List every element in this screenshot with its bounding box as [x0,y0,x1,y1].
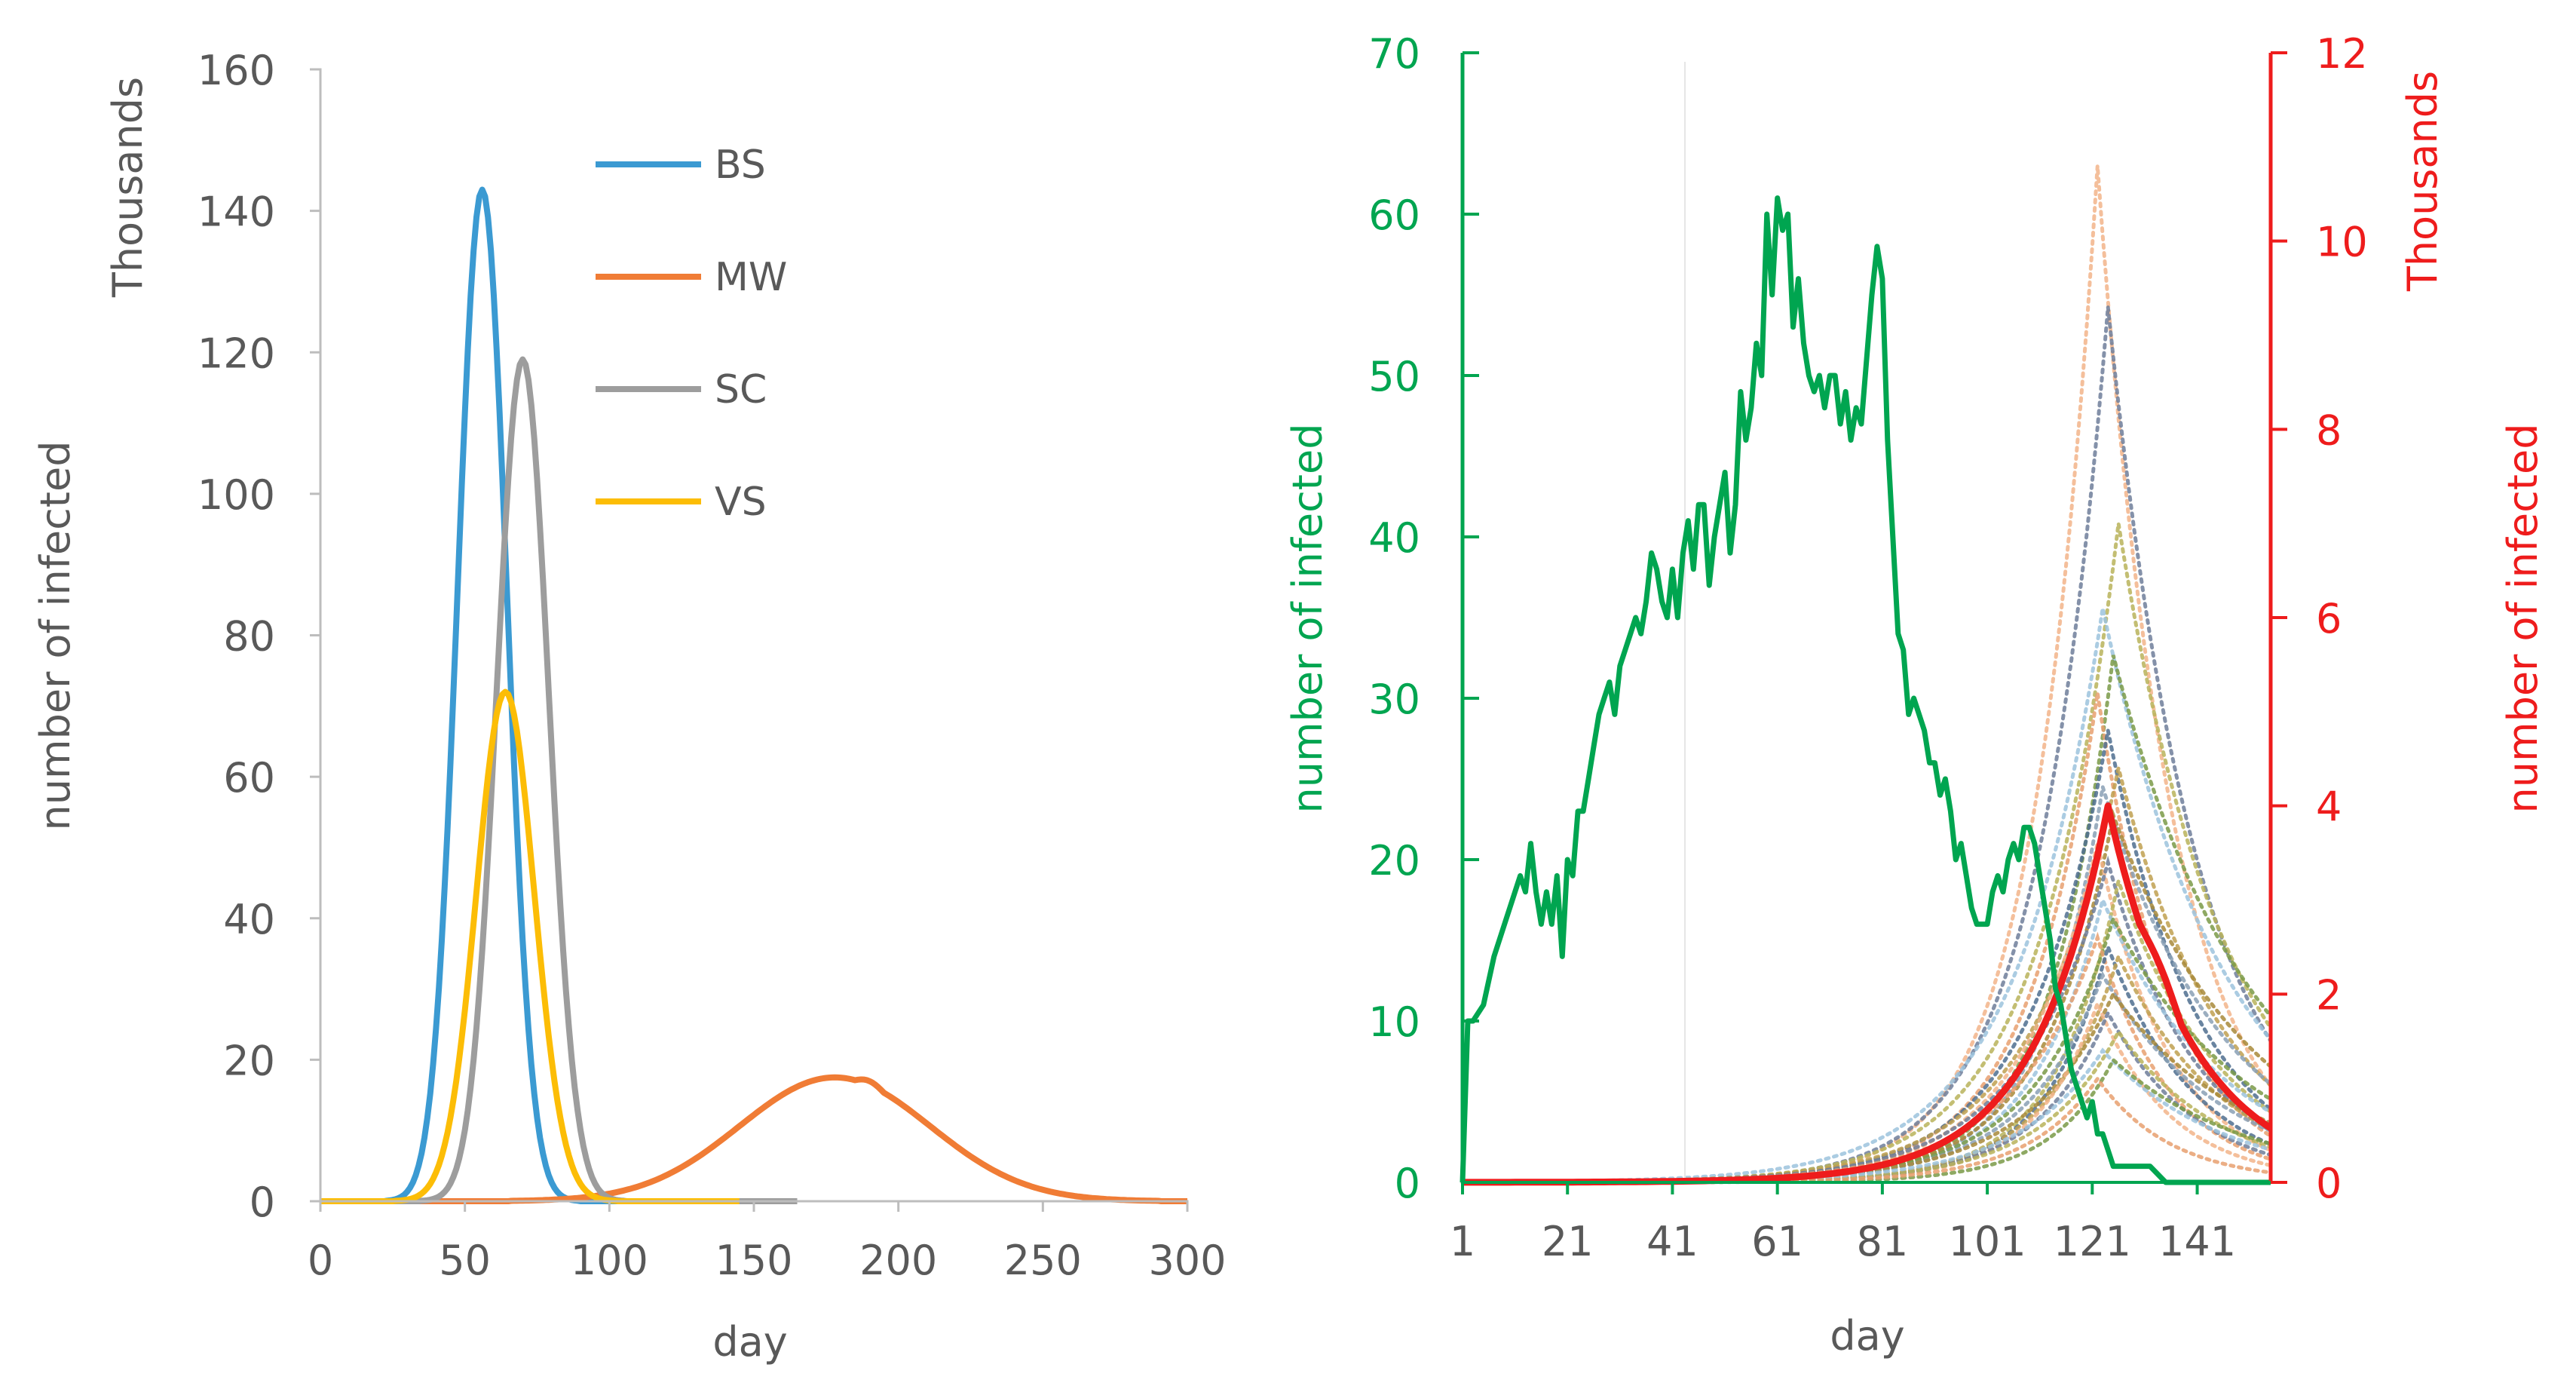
right-x-tick-label: 21 [1542,1218,1594,1265]
left-y-tick-label: 0 [250,1179,275,1226]
right-x-tick-label: 81 [1857,1218,1909,1265]
simulation-run-line [1460,306,2273,1185]
right-left-y-tick-label: 0 [1395,1160,1420,1207]
right-x-tick-label: 141 [2158,1218,2236,1265]
right-x-ticks: 1 21 41 61 81 101 121 141 [1450,1182,2236,1265]
right-x-tick-label: 101 [1949,1218,2026,1265]
simulation-run-line [1460,786,2273,1185]
right-simulation-mean-line [1463,802,2273,1186]
right-right-unit-label: Thousands [2399,71,2446,292]
left-y-tick-label: 160 [198,47,275,94]
right-left-y-label: number of infected [1284,424,1331,814]
simulation-run-line [1460,970,2273,1185]
right-left-y-tick-label: 40 [1368,514,1420,562]
left-x-tick-label: 0 [308,1237,333,1284]
right-right-y-tick-label: 12 [2316,30,2368,78]
left-x-tick-label: 50 [439,1237,491,1284]
simulation-run-line [1460,165,2273,1185]
right-left-y-tick-label: 50 [1368,353,1420,400]
left-y-tick-label: 140 [198,189,275,236]
left-series-group [320,186,1188,1204]
left-y-tick-label: 100 [198,471,275,519]
left-x-tick-label: 100 [571,1237,648,1284]
right-right-y-tick-label: 4 [2316,783,2342,831]
right-simulation-runs [1460,165,2273,1185]
right-x-tick-label: 61 [1751,1218,1803,1265]
right-left-y-tick-label: 30 [1368,676,1420,723]
right-x-tick-label: 41 [1646,1218,1698,1265]
legend-label-sc: SC [715,367,767,412]
left-x-tick-label: 300 [1148,1237,1226,1284]
left-y-tick-label: 20 [223,1037,275,1084]
left-x-tick-label: 150 [715,1237,792,1284]
left-series-vs-line [320,688,740,1204]
left-x-tick-label: 250 [1004,1237,1082,1284]
right-x-tick-label: 121 [2054,1218,2131,1265]
left-x-tick-label: 200 [859,1237,937,1284]
simulation-run-line [1460,655,2273,1185]
left-y-label: number of infected [32,441,79,831]
right-x-label: day [1830,1312,1904,1360]
right-right-y-label: number of infected [2499,424,2547,814]
right-left-y-tick-label: 60 [1368,192,1420,239]
right-right-y-tick-label: 6 [2316,595,2342,642]
right-right-y-tick-label: 2 [2316,971,2342,1019]
right-right-y-tick-label: 0 [2316,1160,2342,1207]
legend-label-mw: MW [715,255,787,300]
left-legend: BS MW SC VS [596,143,787,525]
left-chart: 0 20 40 60 80 100 120 140 160 0 50 100 150 200 250 300… [32,47,1227,1366]
right-right-y-tick-label: 8 [2316,406,2342,454]
left-y-tick-label: 80 [223,613,275,661]
right-right-y-ticks: 0 2 4 6 8 10 12 [2271,30,2368,1207]
left-y-tick-label: 60 [223,754,275,802]
legend-label-bs: BS [715,143,766,188]
left-unit-label: Thousands [104,77,152,298]
left-x-ticks: 0 50 100 150 200 250 300 [308,1201,1227,1284]
legend-label-vs: VS [715,480,767,525]
left-y-ticks: 0 20 40 60 80 100 120 140 160 [198,47,320,1226]
right-left-y-tick-label: 10 [1368,998,1420,1046]
simulation-run-line [1460,768,2273,1185]
left-x-label: day [712,1318,787,1366]
left-y-tick-label: 120 [198,330,275,377]
right-x-tick-label: 1 [1450,1218,1475,1265]
right-left-y-tick-label: 70 [1368,30,1420,78]
left-y-tick-label: 40 [223,896,275,943]
right-observed-line [1460,195,2271,1185]
right-left-y-ticks: 0 10 20 30 40 50 60 70 [1368,30,1479,1207]
right-left-y-tick-label: 20 [1368,837,1420,885]
right-right-y-tick-label: 10 [2316,219,2368,266]
